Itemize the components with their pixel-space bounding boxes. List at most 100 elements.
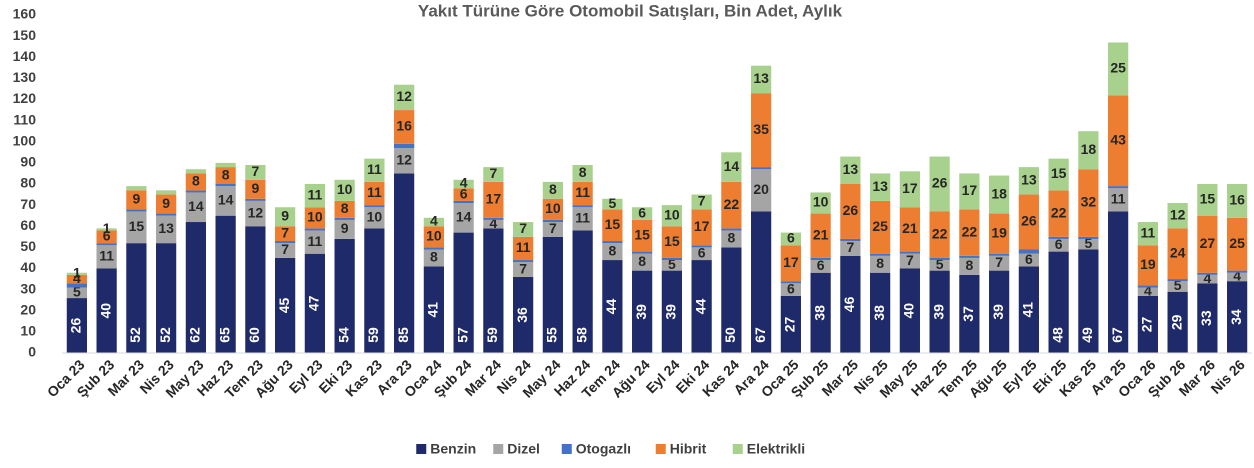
bar-segment: [959, 255, 980, 258]
data-label: 11: [1140, 224, 1155, 240]
data-label: 11: [575, 210, 590, 226]
bar-segment: [810, 213, 831, 258]
bar-segment: [632, 207, 653, 220]
bar-segment: [304, 230, 325, 254]
data-label: 7: [519, 260, 527, 276]
bar-segment: [989, 255, 1010, 271]
bar-segment: [1048, 251, 1069, 353]
bar-segment: [721, 181, 742, 229]
bar-segment: [1018, 253, 1039, 267]
bar-segment: [245, 179, 266, 199]
bar-segment: [959, 274, 980, 353]
y-tick-label: 140: [13, 48, 37, 64]
bar-segment: [513, 276, 534, 353]
data-label: 6: [817, 257, 825, 273]
bar-segment: [751, 65, 772, 94]
data-label: 7: [995, 254, 1003, 270]
bar-segment: [275, 241, 296, 244]
bar-segment: [483, 217, 504, 220]
data-label: 4: [460, 175, 468, 191]
data-label: 59: [365, 327, 381, 343]
bar-segment: [304, 228, 325, 231]
bar-segment: [513, 236, 534, 261]
bar-segment: [394, 148, 415, 174]
bar-segment: [453, 232, 474, 353]
bar-segment: [899, 207, 920, 252]
bar-segment: [185, 169, 206, 174]
data-label: 6: [103, 228, 111, 244]
bar-segment: [721, 230, 742, 248]
bar-segment: [661, 260, 682, 271]
bar-segment: [1227, 184, 1248, 218]
bar-segment: [810, 257, 831, 261]
bar-segment: [1167, 279, 1188, 282]
data-label: 14: [188, 198, 204, 214]
data-label: 26: [932, 175, 948, 191]
bar-segment: [1078, 236, 1099, 239]
data-label: 11: [1111, 191, 1126, 207]
data-label: 34: [1228, 309, 1244, 325]
bar-segment: [304, 207, 325, 229]
legend-label: Elektrikli: [747, 441, 805, 457]
data-label: 44: [603, 299, 619, 315]
bar-segment: [394, 110, 415, 144]
data-label: 5: [608, 195, 616, 211]
data-label: 29: [1168, 314, 1184, 330]
data-label: 26: [843, 202, 859, 218]
bar-segment: [1197, 215, 1218, 273]
data-label: 48: [1049, 327, 1065, 343]
data-label: 13: [158, 220, 174, 236]
bar-segment: [126, 211, 147, 244]
data-label: 47: [306, 295, 322, 311]
data-label: 9: [341, 220, 349, 236]
bar-segment: [1137, 245, 1158, 286]
bar-segment: [126, 209, 147, 212]
bar-segment: [751, 167, 772, 170]
bar-segment: [453, 188, 474, 201]
bar-segment: [215, 186, 236, 216]
data-label: 6: [460, 185, 468, 201]
bar-segment: [156, 243, 177, 353]
data-label: 11: [367, 184, 382, 200]
bar-segment: [899, 268, 920, 353]
bar-segment: [780, 232, 801, 246]
bar-segment: [1108, 42, 1129, 96]
data-label: 15: [1051, 165, 1067, 181]
data-label: 67: [1109, 327, 1125, 343]
data-label: 54: [335, 327, 351, 343]
bar-segment: [870, 255, 891, 273]
data-label: 10: [426, 228, 442, 244]
bar-segment: [632, 219, 653, 252]
data-label: 38: [811, 305, 827, 321]
data-label: 17: [902, 180, 918, 196]
data-label: 55: [544, 327, 560, 343]
bar-segment: [334, 217, 355, 220]
bar-segment: [185, 192, 206, 223]
data-label: 38: [871, 305, 887, 321]
bar-segment: [1167, 228, 1188, 280]
data-label: 12: [396, 88, 412, 104]
bar-segment: [602, 198, 623, 210]
bar-segment: [423, 266, 444, 353]
bar-segment: [483, 219, 504, 229]
bar-segment: [423, 247, 444, 250]
bar-segment: [632, 270, 653, 353]
bar-segment: [572, 205, 593, 208]
chart-title: Yakıt Türüne Göre Otomobil Satışları, Bi…: [418, 1, 843, 20]
data-label: 8: [608, 242, 616, 258]
bar-segment: [275, 207, 296, 227]
data-label: 4: [1233, 268, 1241, 284]
bar-segment: [96, 230, 117, 244]
data-label: 25: [872, 218, 888, 234]
bar-segment: [513, 260, 534, 263]
data-label: 11: [307, 186, 322, 202]
bar-segment: [929, 260, 950, 271]
data-label: 65: [216, 327, 232, 343]
bar-segment: [423, 249, 444, 267]
bar-segment: [1137, 285, 1158, 288]
data-label: 26: [68, 318, 84, 334]
data-label: 9: [132, 191, 140, 207]
bar-segment: [1048, 236, 1069, 239]
legend-swatch: [416, 444, 427, 454]
bar-segment: [602, 243, 623, 261]
